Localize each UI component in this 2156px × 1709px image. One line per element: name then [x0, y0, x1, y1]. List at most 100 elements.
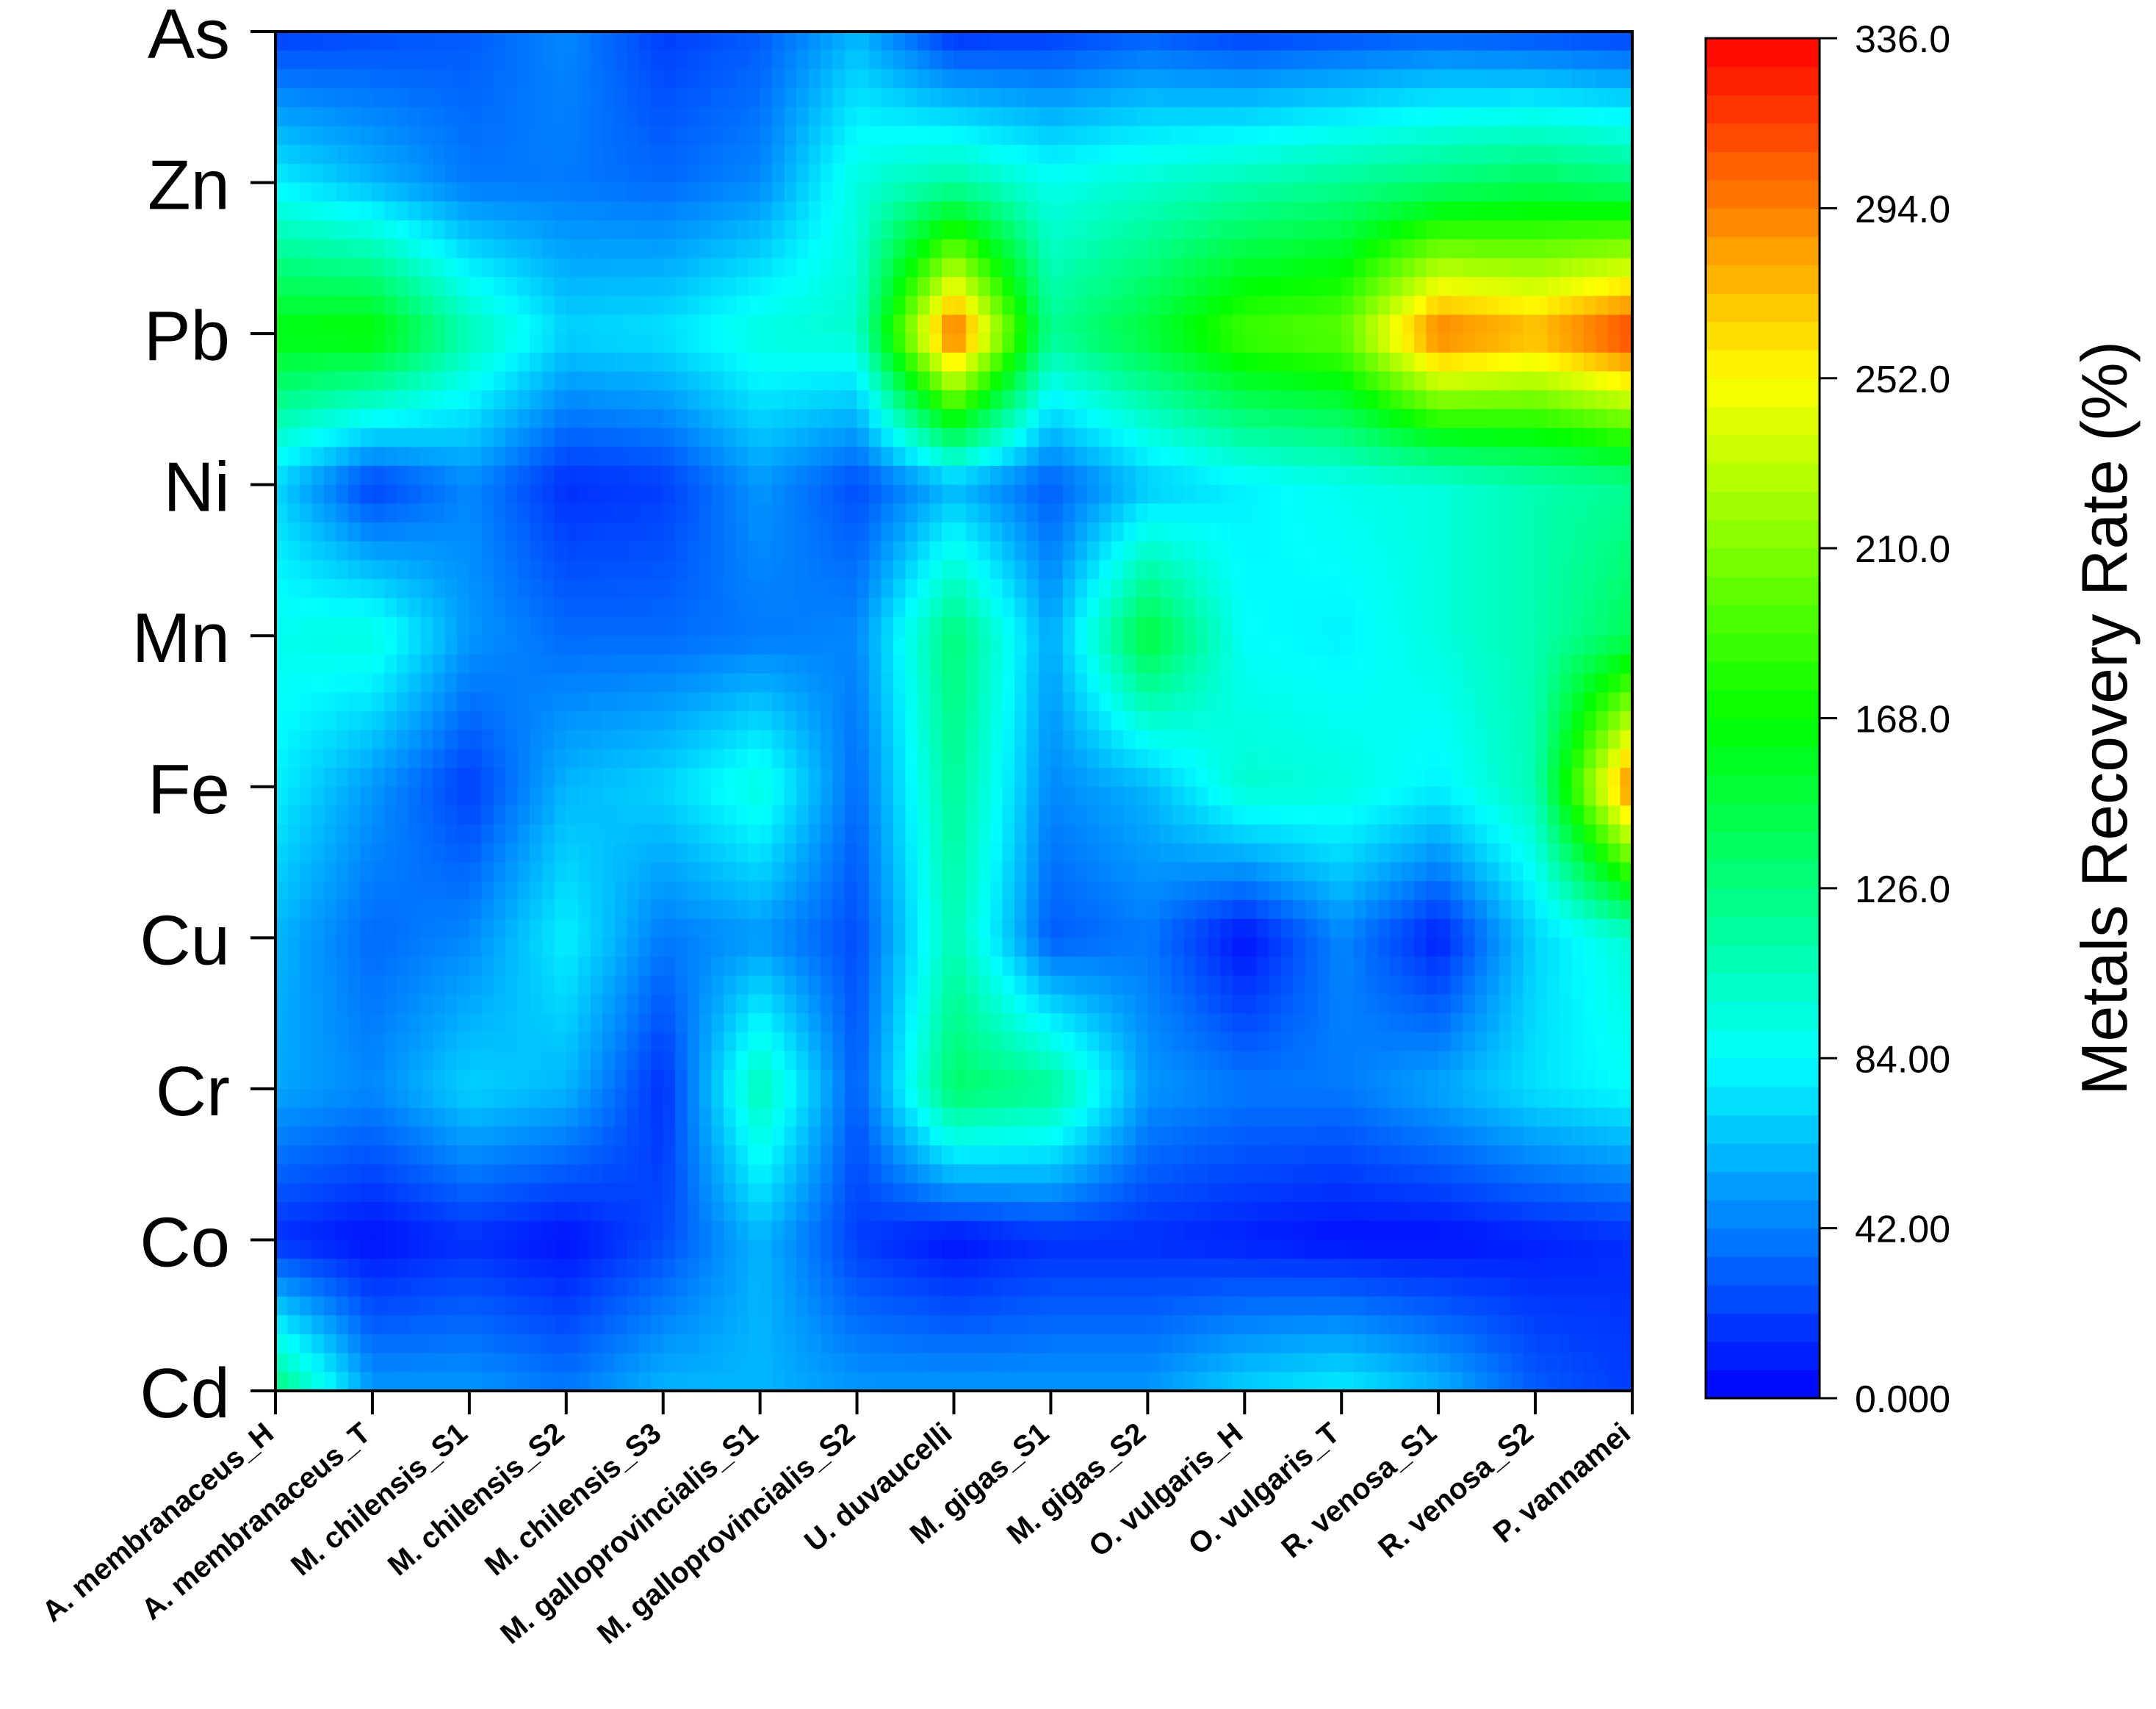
- heatmap-cell: [1208, 390, 1221, 410]
- heatmap-cell: [627, 749, 640, 769]
- heatmap-cell: [1269, 465, 1282, 486]
- heatmap-cell: [1402, 182, 1415, 202]
- heatmap-cell: [566, 239, 579, 259]
- heatmap-cell: [929, 277, 942, 297]
- heatmap-cell: [578, 881, 591, 901]
- heatmap-cell: [1329, 409, 1342, 429]
- heatmap-cell: [832, 786, 846, 807]
- heatmap-cell: [857, 541, 870, 561]
- heatmap-cell: [287, 616, 300, 636]
- heatmap-cell: [1172, 560, 1185, 580]
- heatmap-cell: [433, 447, 446, 467]
- heatmap-cell: [541, 50, 555, 70]
- heatmap-cell: [1062, 484, 1076, 504]
- heatmap-cell: [942, 334, 955, 353]
- heatmap-cell: [760, 145, 773, 165]
- heatmap-cell: [1159, 447, 1172, 467]
- heatmap-cell: [1377, 277, 1391, 297]
- heatmap-cell: [1426, 69, 1439, 89]
- heatmap-cell: [1463, 371, 1476, 391]
- heatmap-cell: [1390, 314, 1403, 334]
- heatmap-cell: [989, 334, 1003, 353]
- heatmap-cell: [1426, 749, 1439, 769]
- heatmap-cell: [1571, 352, 1584, 373]
- heatmap-cell: [481, 881, 494, 901]
- heatmap-cell: [566, 32, 579, 51]
- heatmap-cell: [1147, 334, 1161, 353]
- heatmap-cell: [857, 636, 870, 655]
- heatmap-cell: [1390, 107, 1403, 127]
- heatmap-cell: [590, 843, 603, 863]
- heatmap-cell: [760, 465, 773, 486]
- heatmap-cell: [1402, 616, 1415, 636]
- heatmap-cell: [347, 843, 361, 863]
- heatmap-cell: [1414, 560, 1427, 580]
- heatmap-cell: [1014, 768, 1028, 788]
- heatmap-cell: [905, 201, 918, 221]
- heatmap-cell: [1499, 636, 1512, 655]
- heatmap-cell: [857, 352, 870, 373]
- heatmap-cell: [541, 295, 555, 316]
- heatmap-cell: [857, 182, 870, 202]
- heatmap-cell: [336, 862, 349, 882]
- heatmap-cell: [1038, 295, 1052, 316]
- heatmap-cell: [1002, 334, 1015, 353]
- heatmap-cell: [396, 692, 409, 712]
- heatmap-cell: [857, 673, 870, 693]
- heatmap-cell: [917, 899, 931, 920]
- heatmap-cell: [457, 673, 470, 693]
- heatmap-cell: [433, 50, 446, 70]
- heatmap-cell: [663, 597, 676, 618]
- heatmap-cell: [481, 786, 494, 807]
- heatmap-cell: [1499, 541, 1512, 561]
- heatmap-cell: [748, 145, 761, 165]
- heatmap-cell: [627, 579, 640, 599]
- heatmap-cell: [821, 334, 834, 353]
- heatmap-cell: [481, 371, 494, 391]
- heatmap-cell: [1584, 390, 1597, 410]
- heatmap-cell: [1317, 126, 1330, 145]
- heatmap-cell: [602, 295, 616, 316]
- heatmap-cell: [627, 32, 640, 51]
- heatmap-cell: [1159, 560, 1172, 580]
- heatmap-cell: [336, 541, 349, 561]
- heatmap-cell: [929, 636, 942, 655]
- heatmap-cell: [1596, 239, 1609, 259]
- heatmap-cell: [614, 314, 627, 334]
- heatmap-cell: [1293, 692, 1306, 712]
- heatmap-cell: [1147, 314, 1161, 334]
- heatmap-cell: [1608, 465, 1621, 486]
- heatmap-cell: [396, 805, 409, 825]
- heatmap-cell: [1487, 182, 1500, 202]
- heatmap-cell: [590, 409, 603, 429]
- heatmap-cell: [1014, 314, 1028, 334]
- heatmap-cell: [1329, 616, 1342, 636]
- heatmap-cell: [821, 918, 834, 938]
- heatmap-cell: [869, 126, 882, 145]
- heatmap-cell: [372, 390, 386, 410]
- heatmap-cell: [566, 69, 579, 89]
- heatmap-cell: [1317, 522, 1330, 542]
- heatmap-cell: [965, 730, 979, 749]
- heatmap-cell: [857, 428, 870, 447]
- heatmap-cell: [505, 881, 519, 901]
- heatmap-cell: [687, 881, 700, 901]
- heatmap-cell: [881, 277, 894, 297]
- heatmap-cell: [444, 447, 458, 467]
- heatmap-cell: [1232, 32, 1245, 51]
- heatmap-cell: [578, 597, 591, 618]
- heatmap-cell: [275, 768, 289, 788]
- heatmap-cell: [724, 899, 737, 920]
- heatmap-cell: [651, 201, 664, 221]
- heatmap-cell: [1305, 465, 1318, 486]
- heatmap-cell: [1366, 522, 1379, 542]
- heatmap-cell: [1111, 69, 1124, 89]
- heatmap-cell: [1523, 484, 1536, 504]
- heatmap-cell: [1474, 371, 1488, 391]
- heatmap-cell: [444, 768, 458, 788]
- heatmap-cell: [687, 126, 700, 145]
- heatmap-cell: [989, 447, 1003, 467]
- heatmap-cell: [929, 522, 942, 542]
- heatmap-cell: [857, 314, 870, 334]
- heatmap-cell: [1244, 616, 1258, 636]
